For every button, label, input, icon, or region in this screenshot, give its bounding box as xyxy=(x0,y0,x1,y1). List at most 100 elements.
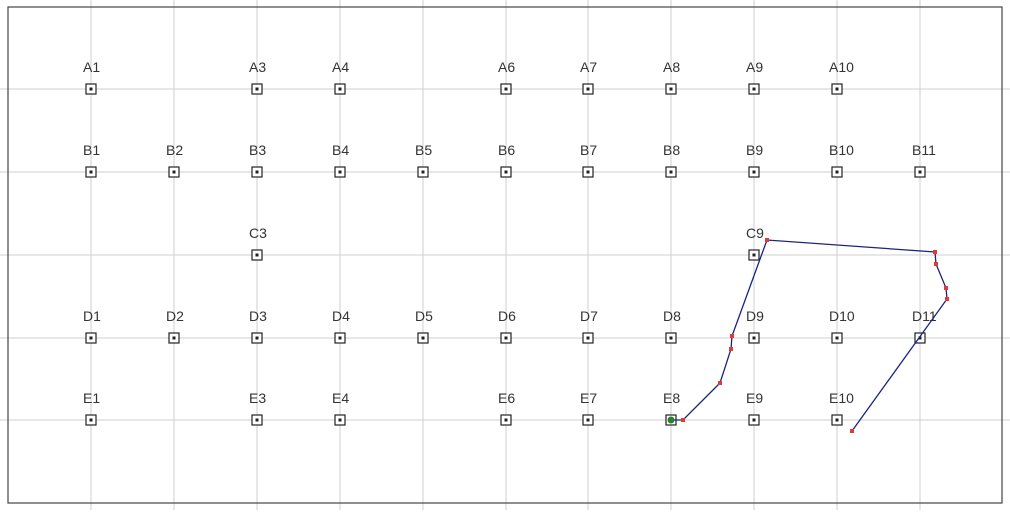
point-d9[interactable]: D9 xyxy=(746,308,764,344)
point-marker-dot xyxy=(752,336,756,340)
route-path xyxy=(667,238,949,433)
point-b9[interactable]: B9 xyxy=(746,142,763,178)
point-marker-dot xyxy=(255,170,259,174)
point-label: B6 xyxy=(498,142,515,158)
point-d6[interactable]: D6 xyxy=(498,308,516,344)
point-b10[interactable]: B10 xyxy=(829,142,854,178)
point-label: D9 xyxy=(746,308,764,324)
point-a4[interactable]: A4 xyxy=(332,59,349,95)
point-d10[interactable]: D10 xyxy=(829,308,855,344)
route-vertex xyxy=(718,381,722,385)
point-d2[interactable]: D2 xyxy=(166,308,184,344)
point-marker-dot xyxy=(586,336,590,340)
point-marker-dot xyxy=(504,87,508,91)
route-vertex xyxy=(729,347,733,351)
point-e7[interactable]: E7 xyxy=(580,390,597,426)
route-vertex xyxy=(934,262,938,266)
point-d3[interactable]: D3 xyxy=(249,308,267,344)
point-marker-dot xyxy=(338,336,342,340)
point-label: B2 xyxy=(166,142,183,158)
point-marker-dot xyxy=(835,336,839,340)
point-marker-dot xyxy=(338,170,342,174)
point-e10[interactable]: E10 xyxy=(829,390,854,426)
point-b3[interactable]: B3 xyxy=(249,142,266,178)
point-e4[interactable]: E4 xyxy=(332,390,349,426)
point-marker-dot xyxy=(421,336,425,340)
point-a10[interactable]: A10 xyxy=(829,59,854,95)
point-a8[interactable]: A8 xyxy=(663,59,680,95)
point-marker-dot xyxy=(752,418,756,422)
point-marker-dot xyxy=(752,87,756,91)
point-marker-dot xyxy=(255,253,259,257)
point-d5[interactable]: D5 xyxy=(415,308,433,344)
point-a9[interactable]: A9 xyxy=(746,59,763,95)
point-marker-dot xyxy=(586,418,590,422)
point-c9[interactable]: C9 xyxy=(746,225,764,261)
point-e9[interactable]: E9 xyxy=(746,390,763,426)
point-marker-dot xyxy=(89,336,93,340)
point-label: B8 xyxy=(663,142,680,158)
point-b5[interactable]: B5 xyxy=(415,142,432,178)
point-label: D10 xyxy=(829,308,855,324)
point-e1[interactable]: E1 xyxy=(83,390,100,426)
point-label: B5 xyxy=(415,142,432,158)
point-marker-dot xyxy=(255,336,259,340)
point-label: A3 xyxy=(249,59,266,75)
route-vertex xyxy=(944,286,948,290)
route-vertex xyxy=(933,250,937,254)
point-e3[interactable]: E3 xyxy=(249,390,266,426)
point-label: D8 xyxy=(663,308,681,324)
point-marker-dot xyxy=(421,170,425,174)
point-label: C3 xyxy=(249,225,267,241)
point-label: D1 xyxy=(83,308,101,324)
point-label: E9 xyxy=(746,390,763,406)
point-label: A8 xyxy=(663,59,680,75)
point-label: D4 xyxy=(332,308,350,324)
point-label: A1 xyxy=(83,59,100,75)
point-d7[interactable]: D7 xyxy=(580,308,598,344)
point-marker-dot xyxy=(89,170,93,174)
point-a6[interactable]: A6 xyxy=(498,59,515,95)
point-e6[interactable]: E6 xyxy=(498,390,515,426)
point-d4[interactable]: D4 xyxy=(332,308,350,344)
point-d8[interactable]: D8 xyxy=(663,308,681,344)
point-b6[interactable]: B6 xyxy=(498,142,515,178)
point-label: A10 xyxy=(829,59,854,75)
point-marker-dot xyxy=(586,87,590,91)
point-b2[interactable]: B2 xyxy=(166,142,183,178)
point-d1[interactable]: D1 xyxy=(83,308,101,344)
point-label: B3 xyxy=(249,142,266,158)
point-b4[interactable]: B4 xyxy=(332,142,349,178)
point-b11[interactable]: B11 xyxy=(912,142,936,178)
point-label: B1 xyxy=(83,142,100,158)
point-b1[interactable]: B1 xyxy=(83,142,100,178)
point-marker-dot xyxy=(752,253,756,257)
point-marker-dot xyxy=(752,170,756,174)
point-label: B4 xyxy=(332,142,349,158)
point-label: E10 xyxy=(829,390,854,406)
point-label: D2 xyxy=(166,308,184,324)
point-label: B11 xyxy=(912,142,936,158)
point-c3[interactable]: C3 xyxy=(249,225,267,261)
point-marker-dot xyxy=(669,170,673,174)
point-b7[interactable]: B7 xyxy=(580,142,597,178)
point-a1[interactable]: A1 xyxy=(83,59,100,95)
point-marker-dot xyxy=(338,418,342,422)
point-a7[interactable]: A7 xyxy=(580,59,597,95)
point-a3[interactable]: A3 xyxy=(249,59,266,95)
point-label: B10 xyxy=(829,142,854,158)
point-label: B7 xyxy=(580,142,597,158)
point-marker-dot xyxy=(586,170,590,174)
point-label: C9 xyxy=(746,225,764,241)
point-marker-dot xyxy=(835,87,839,91)
point-label: D6 xyxy=(498,308,516,324)
point-marker-dot xyxy=(835,170,839,174)
point-marker-dot xyxy=(669,336,673,340)
point-d11[interactable]: D11 xyxy=(912,308,937,344)
point-b8[interactable]: B8 xyxy=(663,142,680,178)
point-label: D3 xyxy=(249,308,267,324)
route-vertex xyxy=(730,334,734,338)
